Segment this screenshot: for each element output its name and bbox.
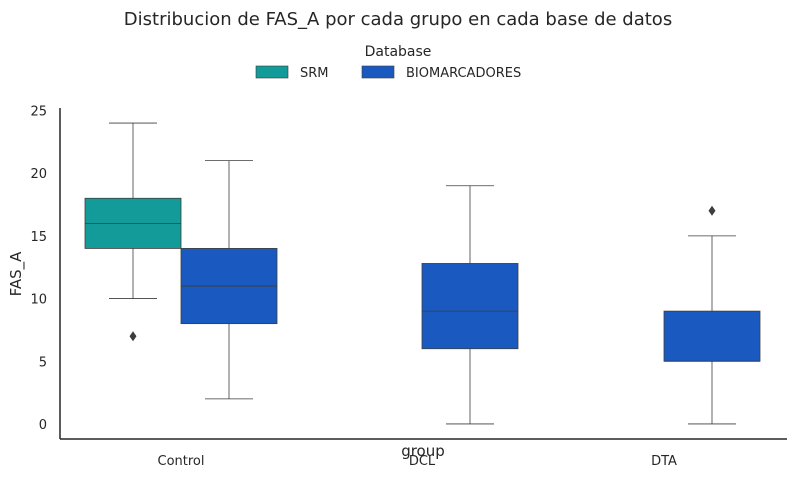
y-tick-label: 25: [30, 105, 47, 120]
legend-label-biomarcadores: BIOMARCADORES: [406, 66, 521, 81]
box-biomarcadores-control: [180, 160, 278, 400]
y-tick-label: 15: [30, 230, 47, 245]
x-tick-label: DCL: [409, 454, 436, 469]
x-tick-label: Control: [158, 454, 205, 469]
box-srm-control: [84, 122, 182, 342]
box-biomarcadores-dcl: [421, 185, 519, 425]
legend: Database SRM BIOMARCADORES: [255, 44, 521, 81]
y-tick-label: 10: [30, 293, 47, 308]
outlier-point: [708, 205, 716, 216]
chart-title: Distribucion de FAS_A por cada grupo en …: [124, 9, 672, 30]
y-axis-label: FAS_A: [7, 251, 26, 297]
x-tick-label: DTA: [651, 454, 677, 469]
x-axis-label: group: [401, 442, 445, 460]
legend-swatch-srm: [255, 65, 289, 79]
y-tick-label: 5: [39, 355, 47, 370]
legend-title: Database: [365, 44, 432, 60]
box-iqr: [663, 310, 761, 362]
legend-label-srm: SRM: [300, 66, 329, 81]
box-iqr: [421, 263, 519, 350]
outlier-point: [129, 331, 137, 342]
y-tick-label: 0: [39, 418, 47, 433]
box-biomarcadores-dta: [663, 205, 761, 425]
plot-area: [84, 122, 761, 425]
legend-swatch-biomarcadores: [361, 65, 395, 79]
y-tick-label: 20: [30, 167, 47, 182]
